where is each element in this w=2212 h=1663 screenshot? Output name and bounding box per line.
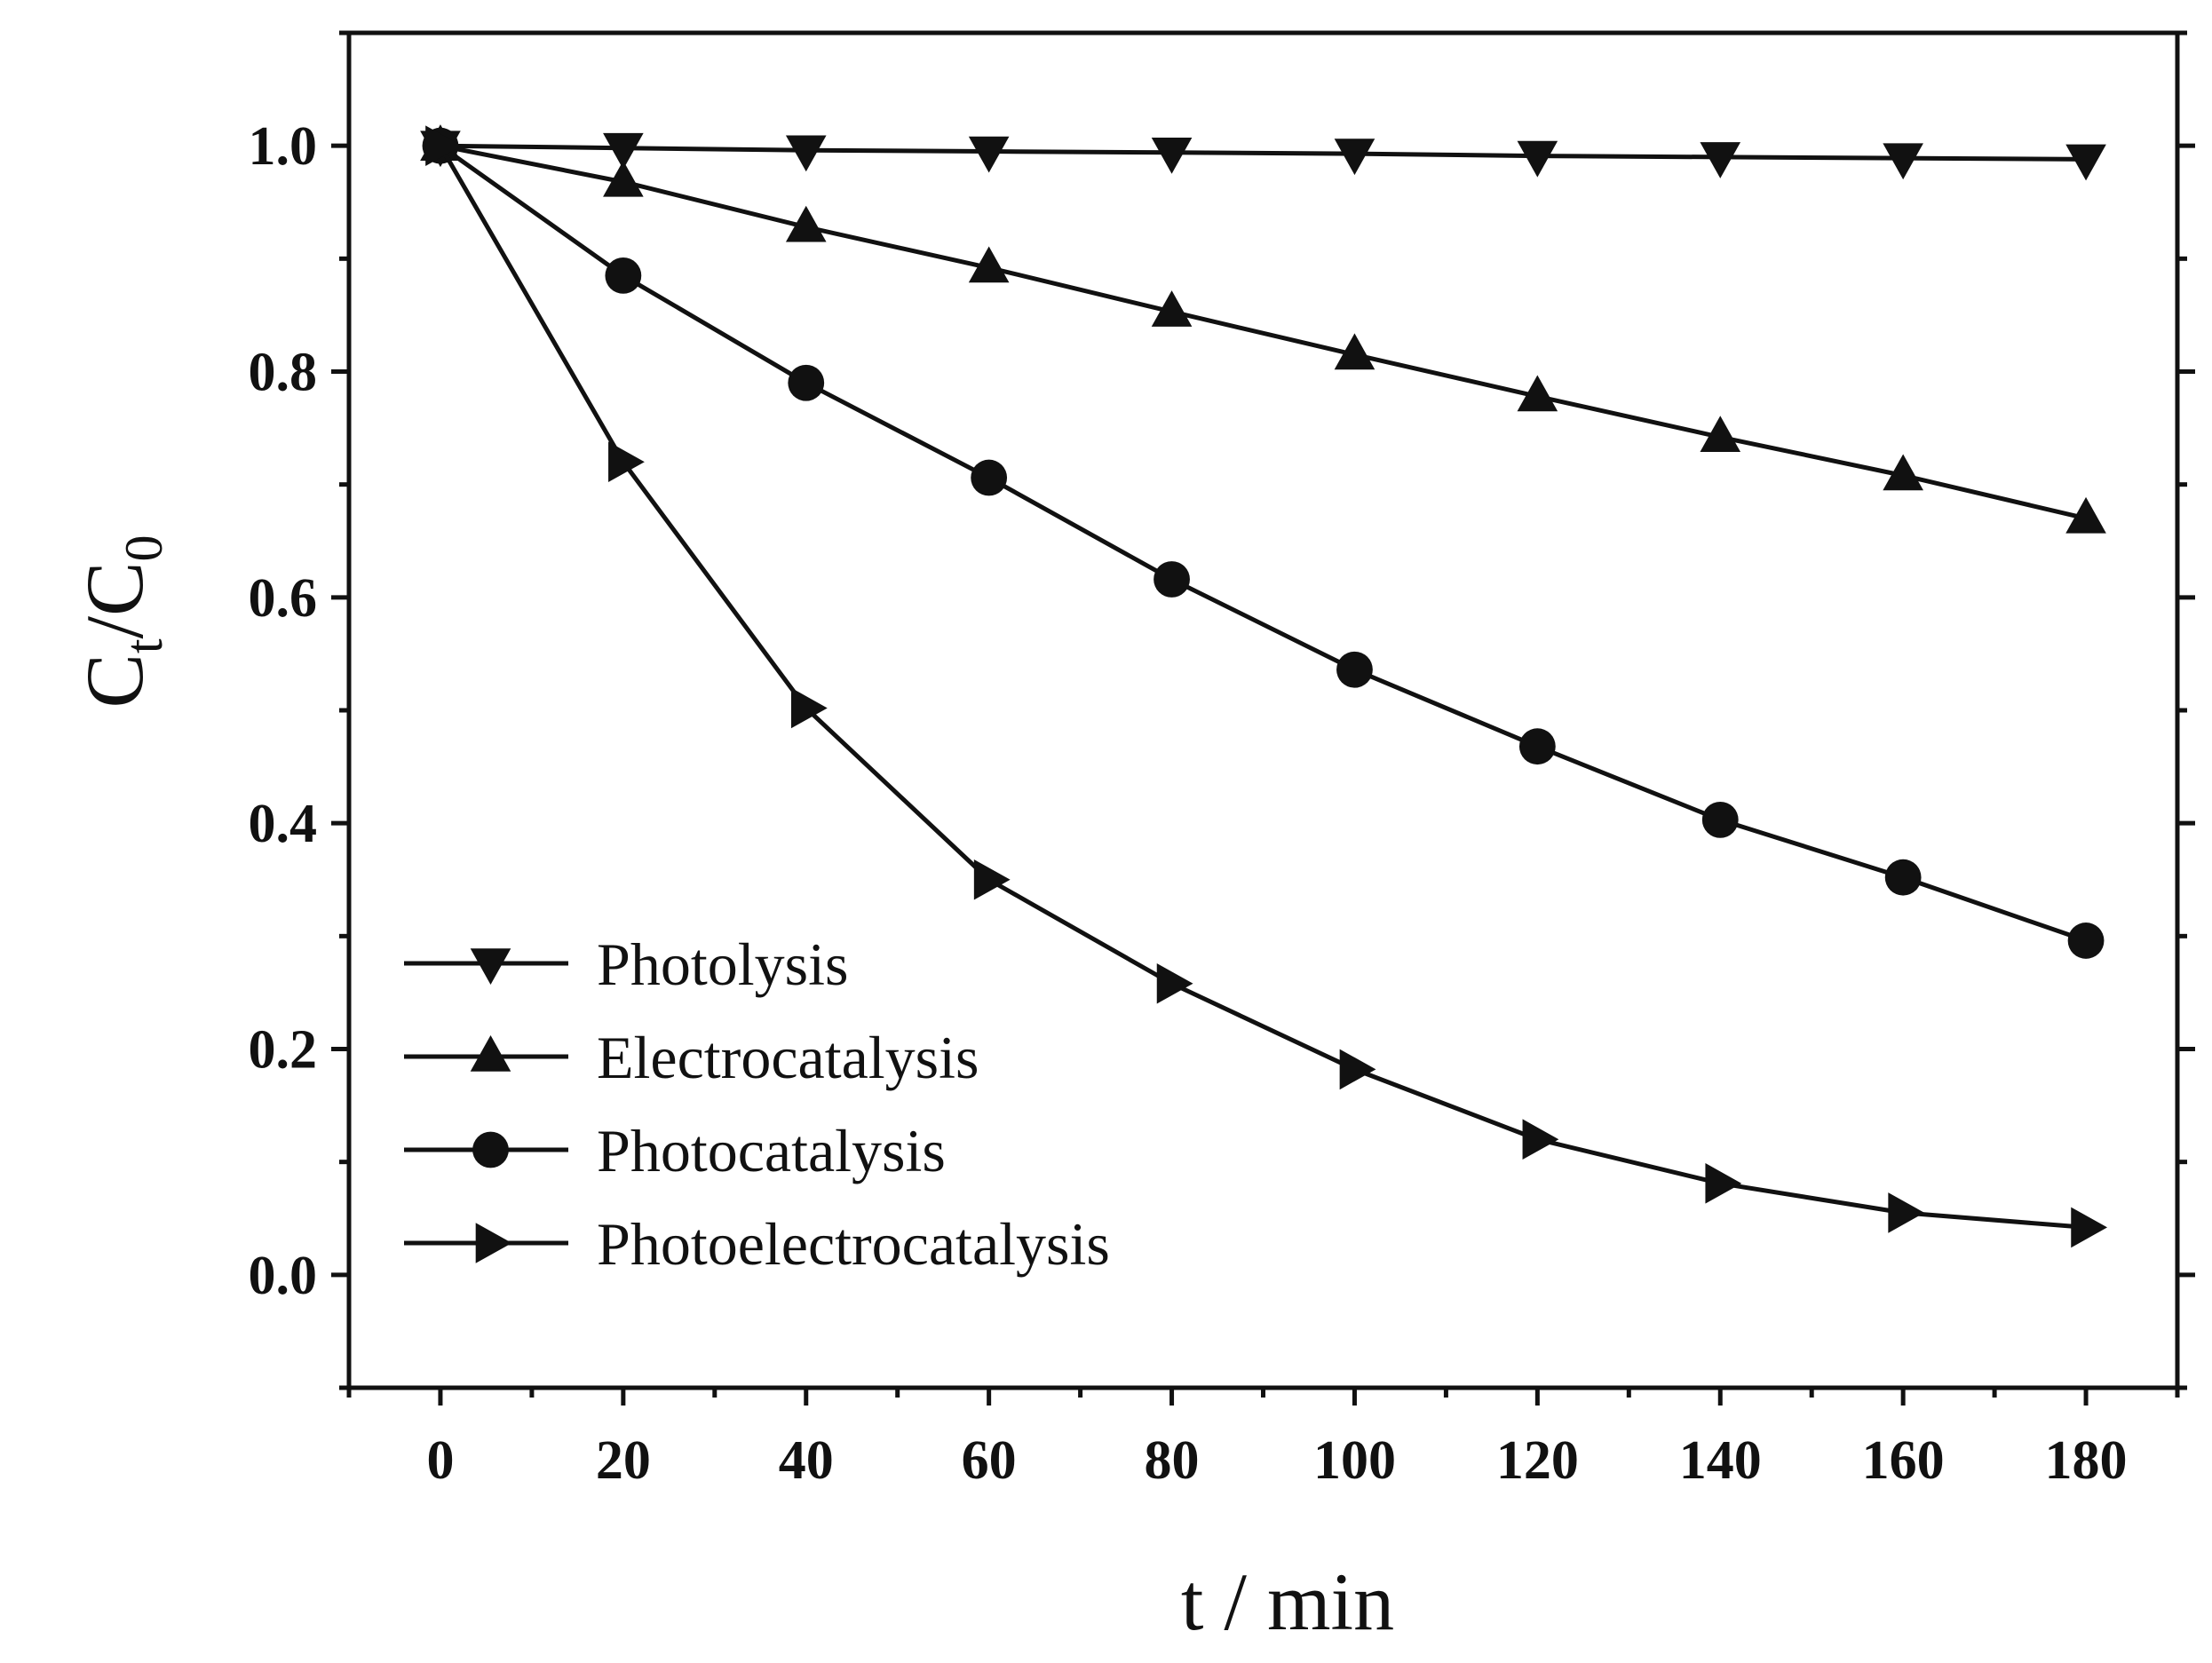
- data-point: [1700, 142, 1741, 178]
- data-point: [1522, 1119, 1559, 1160]
- x-tick-label: 40: [779, 1430, 834, 1491]
- data-point: [785, 135, 827, 172]
- x-tick-label: 100: [1313, 1430, 1396, 1491]
- y-axis-title-sep: /C: [69, 562, 160, 639]
- y-tick-label: 0.6: [249, 568, 318, 629]
- legend-item: Photocatalysis: [404, 1117, 946, 1184]
- legend-label: Electrocatalysis: [597, 1024, 979, 1091]
- data-point: [1156, 962, 1193, 1004]
- y-tick-label: 0.8: [249, 343, 318, 403]
- series-photoelectrocatalysis: [425, 125, 2108, 1248]
- x-tick-label: 140: [1679, 1430, 1762, 1491]
- data-point: [788, 364, 825, 401]
- data-point: [1884, 859, 1922, 896]
- data-point: [790, 687, 828, 729]
- series-line: [440, 143, 2087, 162]
- data-point: [605, 257, 642, 294]
- data-point: [973, 859, 1011, 900]
- data-point: [1336, 651, 1373, 688]
- data-point: [1700, 416, 1741, 453]
- series-photocatalysis: [422, 127, 2105, 959]
- legend: Photolysis Electrocatalysis Photocatalysis…: [404, 930, 1110, 1278]
- data-point: [1334, 139, 1376, 176]
- x-tick-label: 80: [1145, 1430, 1200, 1491]
- x-axis-title: t / min: [1181, 1556, 1394, 1647]
- data-point: [1339, 1049, 1376, 1090]
- data-point: [1151, 290, 1193, 327]
- plot-frame: [346, 30, 2180, 1390]
- data-point: [971, 459, 1008, 496]
- data-point: [1883, 454, 1923, 491]
- series-line: [440, 143, 2087, 521]
- y-axis-title: Ct/C0: [69, 535, 173, 709]
- legend-marker: [470, 948, 511, 985]
- y-axis-title-sub2: 0: [115, 535, 173, 562]
- data-point: [2067, 923, 2105, 959]
- data-point: [968, 136, 1010, 173]
- x-tick-label: 0: [426, 1430, 454, 1491]
- data-point: [1151, 137, 1193, 174]
- x-tick-label: 120: [1496, 1430, 1579, 1491]
- legend-item: Photolysis: [404, 930, 848, 998]
- data-point: [1888, 1192, 1925, 1233]
- x-tick-label: 20: [596, 1430, 651, 1491]
- data-point: [785, 205, 827, 242]
- data-point: [425, 125, 462, 166]
- legend-item: Electrocatalysis: [404, 1024, 979, 1091]
- legend-label: Photocatalysis: [597, 1117, 946, 1184]
- data-point: [2065, 144, 2106, 181]
- x-tick-labels: 0 20 40 60 80 100 120 140 160 180: [426, 1430, 2127, 1491]
- legend-label: Photoelectrocatalysis: [597, 1210, 1110, 1278]
- data-point: [1518, 728, 1556, 765]
- data-point: [1334, 333, 1376, 370]
- data-point: [1517, 140, 1558, 178]
- data-point: [2071, 1207, 2108, 1248]
- legend-marker: [472, 1131, 509, 1168]
- data-point: [1517, 375, 1558, 412]
- y-axis-title-sub1: t: [115, 638, 173, 653]
- y-tick-labels: 0.0 0.2 0.4 0.6 0.8 1.0: [249, 116, 318, 1306]
- x-tick-label: 60: [962, 1430, 1017, 1491]
- series-lines: [420, 124, 2108, 1248]
- data-point: [1705, 1163, 1742, 1204]
- y-axis-title-main: C: [69, 653, 160, 708]
- data-point: [1154, 561, 1190, 598]
- x-tick-label: 160: [1862, 1430, 1945, 1491]
- series-line: [438, 144, 2087, 1230]
- series-electrocatalysis: [420, 124, 2106, 534]
- axis-ticks: [331, 30, 2195, 1406]
- legend-marker: [470, 1035, 511, 1072]
- data-point: [1883, 143, 1923, 180]
- data-point: [2065, 496, 2106, 534]
- data-point: [968, 246, 1010, 283]
- plot-border: [346, 30, 2180, 1390]
- data-point: [603, 132, 644, 170]
- legend-label: Photolysis: [597, 930, 848, 998]
- data-point: [1701, 801, 1739, 838]
- data-point: [603, 160, 644, 197]
- y-tick-label: 0.2: [249, 1020, 318, 1081]
- y-tick-label: 1.0: [249, 116, 318, 177]
- legend-marker: [475, 1223, 512, 1263]
- y-tick-label: 0.0: [249, 1246, 318, 1306]
- data-point: [608, 441, 645, 483]
- y-tick-label: 0.4: [249, 794, 318, 854]
- series-photolysis: [420, 131, 2106, 181]
- series-line: [439, 144, 2087, 943]
- x-tick-label: 180: [2045, 1430, 2128, 1491]
- legend-item: Photoelectrocatalysis: [404, 1210, 1110, 1278]
